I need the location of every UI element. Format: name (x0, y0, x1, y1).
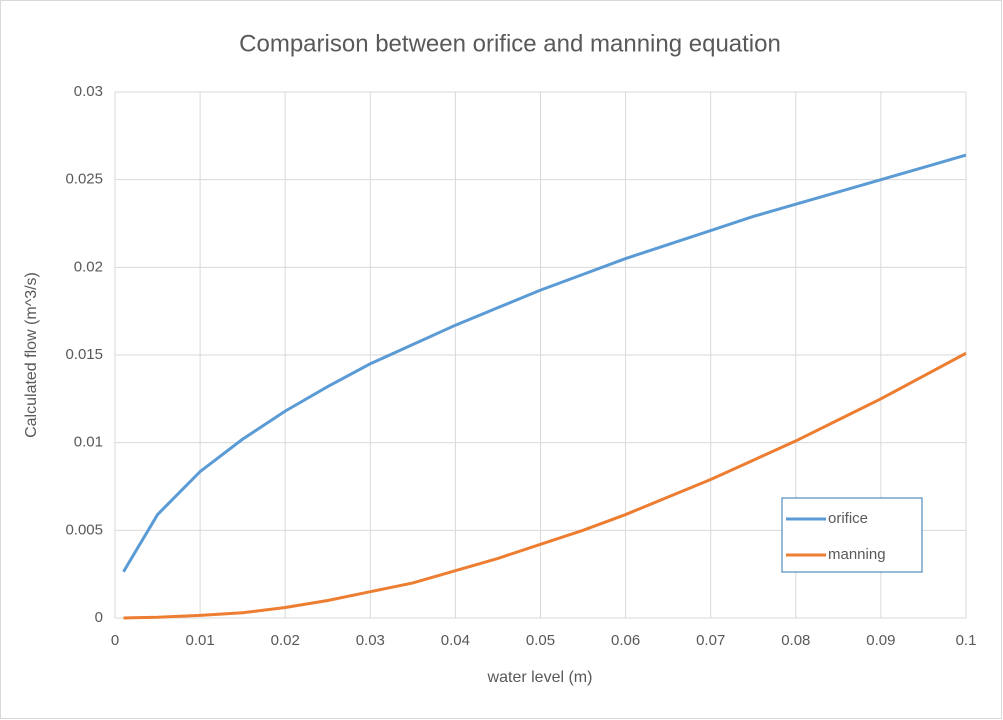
y-tick-label: 0.01 (74, 434, 103, 451)
y-tick-label: 0.03 (74, 83, 103, 100)
y-tick-label: 0.02 (74, 258, 103, 275)
x-tick-label: 0.03 (356, 632, 385, 649)
data-line (122, 153, 967, 573)
x-tick-label: 0.04 (441, 632, 470, 649)
legend-label: orifice (828, 510, 868, 527)
x-axis-label: water level (m) (487, 669, 593, 686)
x-tick-label: 0.07 (696, 632, 725, 649)
x-tick-label: 0.1 (956, 632, 977, 649)
legend-box (781, 497, 923, 573)
y-tick-label: 0 (95, 609, 103, 626)
x-tick-label: 0.06 (611, 632, 640, 649)
legend-label: manning (828, 546, 886, 563)
x-tick-label: 0.02 (271, 632, 300, 649)
y-axis-label: Calculated flow (m^3/s) (23, 272, 40, 438)
x-tick-label: 0.09 (866, 632, 895, 649)
y-tick-label: 0.025 (65, 171, 103, 188)
x-tick-label: 0.01 (185, 632, 214, 649)
chart-title: Comparison between orifice and manning e… (239, 30, 781, 57)
x-tick-label: 0.05 (526, 632, 555, 649)
x-tick-label: 0.08 (781, 632, 810, 649)
data-line (123, 351, 967, 620)
x-tick-label: 0 (111, 632, 119, 649)
y-tick-label: 0.015 (65, 346, 103, 363)
y-tick-label: 0.005 (65, 521, 103, 538)
legend: orifice manning (781, 497, 923, 573)
